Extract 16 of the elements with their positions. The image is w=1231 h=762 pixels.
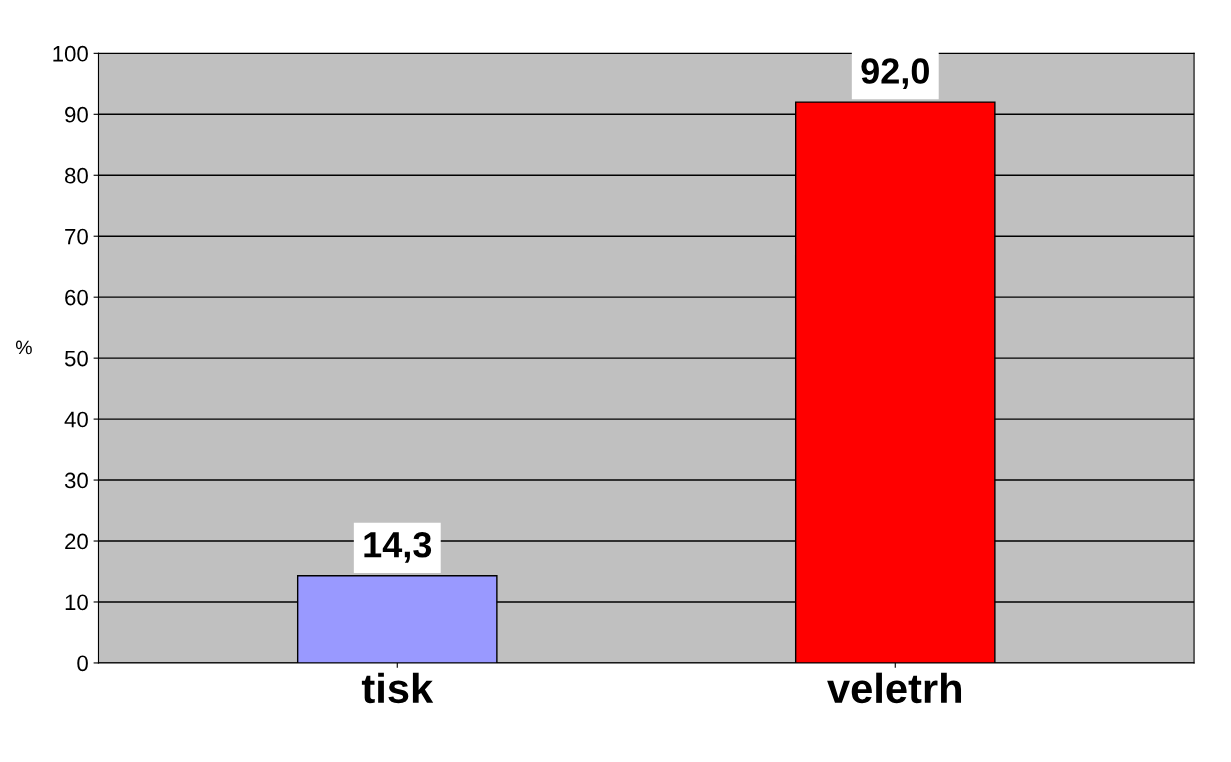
y-tick-label: 10	[65, 594, 88, 611]
y-tick-label: 30	[64, 472, 88, 489]
data-label: 92,0	[861, 58, 929, 90]
y-tick-label: 70	[65, 228, 88, 245]
y-tick-label: 80	[65, 167, 88, 184]
y-tick-label: 90	[65, 106, 88, 123]
y-tick-label: 100	[53, 45, 88, 62]
y-tick-label: 0	[77, 655, 88, 672]
y-tick-label: 60	[65, 289, 88, 306]
x-tick-label: veletrh	[827, 672, 962, 704]
y-tick-label: 50	[64, 350, 88, 367]
y-tick-label: 40	[64, 411, 88, 428]
y-axis-title: %	[15, 340, 32, 355]
data-label: 14,3	[364, 531, 432, 563]
y-tick-label: 20	[65, 533, 88, 550]
x-tick-label: tisk	[361, 672, 434, 704]
